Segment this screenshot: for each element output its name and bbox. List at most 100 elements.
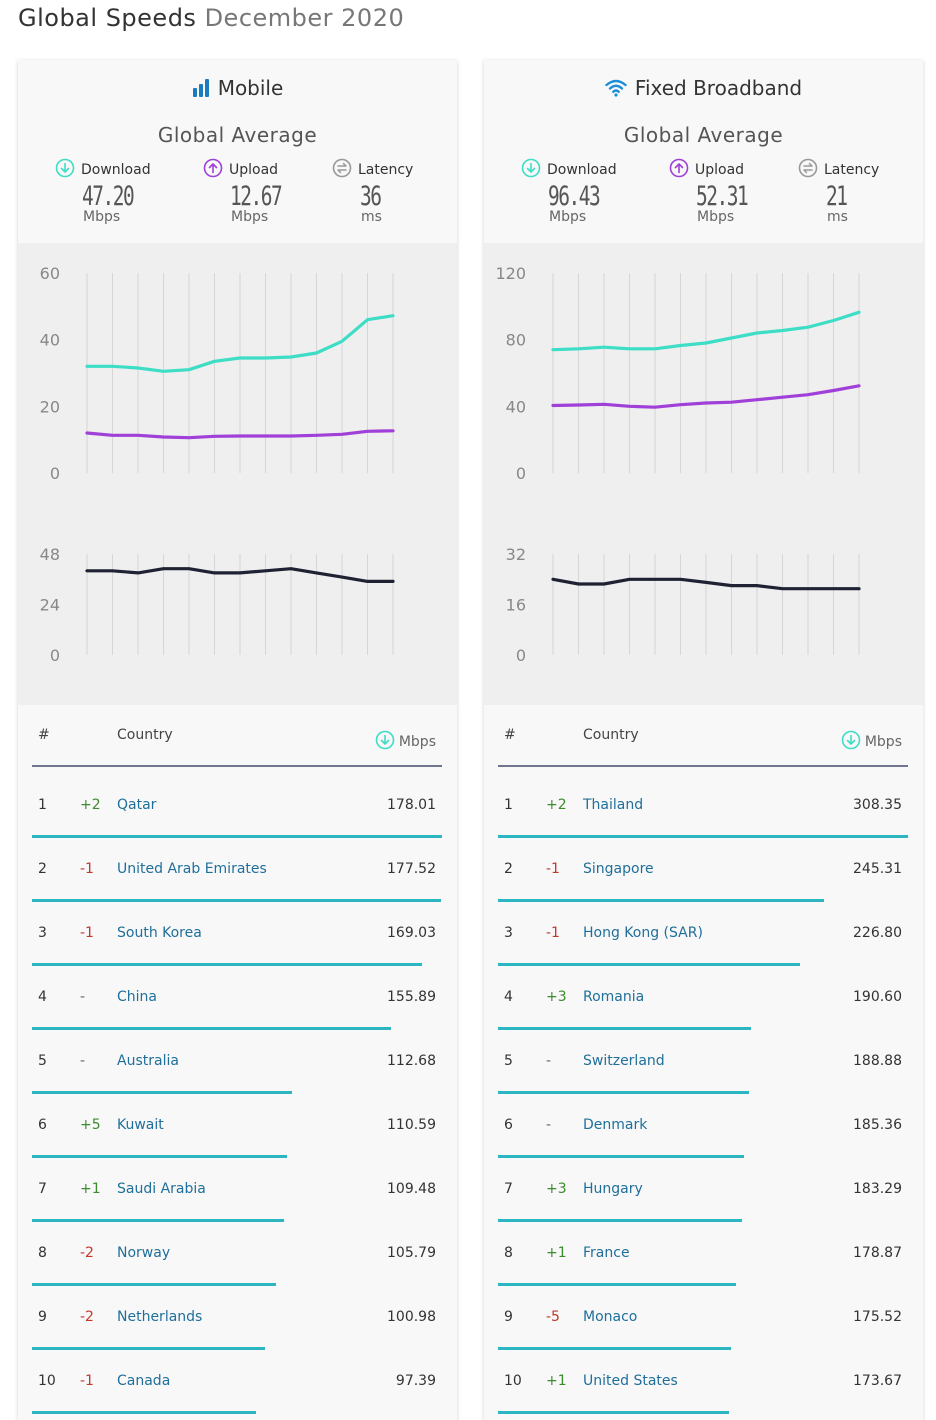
country-link[interactable]: Kuwait	[117, 1117, 164, 1133]
speed-value: 173.67	[853, 1373, 902, 1389]
header-rule	[32, 765, 442, 767]
table-row: 10 -1 Canada 97.39	[18, 1349, 457, 1414]
country-link[interactable]: France	[583, 1245, 630, 1261]
download-value: 47.20	[82, 181, 135, 212]
y-tick-label: 24	[40, 596, 60, 615]
country-link[interactable]: South Korea	[117, 925, 202, 941]
rank-header: #	[504, 727, 516, 743]
country-link[interactable]: Hong Kong (SAR)	[583, 925, 703, 941]
rank-number: 2	[38, 861, 47, 877]
y-tick-label: 20	[40, 397, 60, 416]
speed-value: 188.88	[853, 1053, 902, 1069]
panel-title: Fixed Broadband	[484, 76, 923, 100]
country-link[interactable]: Monaco	[583, 1309, 638, 1325]
rank-number: 4	[504, 989, 513, 1005]
rank-change: +2	[80, 797, 101, 813]
y-tick-label: 60	[40, 264, 60, 283]
download-unit: Mbps	[549, 209, 587, 225]
latency-value: 36	[360, 181, 382, 212]
country-link[interactable]: Qatar	[117, 797, 157, 813]
country-link[interactable]: Netherlands	[117, 1309, 203, 1325]
panel-title-text: Fixed Broadband	[634, 76, 803, 100]
latency-unit: ms	[361, 209, 382, 225]
country-link[interactable]: Canada	[117, 1373, 171, 1389]
mbps-header[interactable]: Mbps	[841, 730, 902, 750]
upload-label: Upload	[669, 158, 789, 178]
country-link[interactable]: Australia	[117, 1053, 179, 1069]
country-ranking-table: # Country Mbps 1 +2 Thailand 308.35 2 -1 Singa…	[484, 705, 923, 1420]
upload-series-line	[85, 429, 395, 440]
page-title-date: December 2020	[204, 4, 405, 32]
table-row: 9 -2 Netherlands 100.98	[18, 1285, 457, 1350]
table-row: 9 -5 Monaco 175.52	[484, 1285, 923, 1350]
speed-value: 155.89	[387, 989, 436, 1005]
panel-header: Mobile Global Average Download 47.20 Mbp…	[18, 60, 457, 243]
country-link[interactable]: Singapore	[583, 861, 654, 877]
rank-change: -2	[80, 1245, 94, 1261]
latency-unit: ms	[827, 209, 848, 225]
speed-line-chart: 02040600244812 / 201912 / 2020	[40, 264, 395, 665]
page-title-main: Global Speeds	[18, 4, 197, 32]
download-metric: Download 96.43 Mbps	[521, 158, 641, 225]
speed-value: 109.48	[387, 1181, 436, 1197]
upload-metric: Upload 52.31 Mbps	[669, 158, 789, 225]
rank-number: 8	[38, 1245, 47, 1261]
country-link[interactable]: Hungary	[583, 1181, 643, 1197]
speed-bar	[498, 1091, 750, 1094]
speed-value: 190.60	[853, 989, 902, 1005]
speed-value: 110.59	[387, 1117, 436, 1133]
y-tick-label: 40	[506, 397, 526, 416]
rank-number: 6	[504, 1117, 513, 1133]
country-link[interactable]: Thailand	[583, 797, 644, 813]
y-tick-label: 120	[495, 264, 526, 283]
country-link[interactable]: Norway	[117, 1245, 171, 1261]
rank-number: 5	[504, 1053, 513, 1069]
download-unit: Mbps	[83, 209, 121, 225]
header-rule	[498, 765, 908, 767]
rank-change: -1	[546, 861, 560, 877]
country-link[interactable]: Switzerland	[583, 1053, 665, 1069]
rank-number: 5	[38, 1053, 47, 1069]
speed-value: 177.52	[387, 861, 436, 877]
country-link[interactable]: China	[117, 989, 157, 1005]
rank-number: 2	[504, 861, 513, 877]
speed-bar	[498, 1411, 729, 1414]
rank-change: +5	[80, 1117, 101, 1133]
speed-value: 308.35	[853, 797, 902, 813]
speed-bar	[498, 1347, 732, 1350]
speed-value: 175.52	[853, 1309, 902, 1325]
rank-change: -	[80, 1053, 86, 1069]
rank-number: 1	[504, 797, 513, 813]
country-link[interactable]: United States	[583, 1373, 678, 1389]
rank-change: -5	[546, 1309, 560, 1325]
rank-number: 7	[504, 1181, 513, 1197]
rank-change: +2	[546, 797, 567, 813]
table-row: 5 - Australia 112.68	[18, 1029, 457, 1094]
arrow-down-circle-icon	[841, 730, 861, 750]
speed-value: 185.36	[853, 1117, 902, 1133]
table-row: 1 +2 Thailand 308.35	[484, 773, 923, 838]
rank-number: 9	[38, 1309, 47, 1325]
speed-bar	[32, 963, 422, 966]
rank-number: 1	[38, 797, 47, 813]
download-metric: Download 47.20 Mbps	[55, 158, 175, 225]
country-link[interactable]: Saudi Arabia	[117, 1181, 206, 1197]
table-row: 3 -1 South Korea 169.03	[18, 901, 457, 966]
y-tick-label: 48	[40, 545, 60, 564]
table-row: 10 +1 United States 173.67	[484, 1349, 923, 1414]
download-label: Download	[521, 158, 641, 178]
wifi-icon	[605, 79, 627, 97]
country-link[interactable]: Romania	[583, 989, 645, 1005]
speed-bar	[498, 1283, 736, 1286]
table-row: 4 +3 Romania 190.60	[484, 965, 923, 1030]
country-link[interactable]: Denmark	[583, 1117, 648, 1133]
mbps-header[interactable]: Mbps	[375, 730, 436, 750]
y-tick-label: 80	[506, 331, 526, 350]
rank-change: -1	[80, 861, 94, 877]
country-link[interactable]: United Arab Emirates	[117, 861, 267, 877]
rank-change: -1	[80, 925, 94, 941]
speed-bar	[32, 1411, 257, 1414]
upload-unit: Mbps	[697, 209, 735, 225]
speed-line-chart: 040801200163212 / 201912 / 2020	[495, 264, 861, 665]
rank-change: -	[546, 1053, 552, 1069]
